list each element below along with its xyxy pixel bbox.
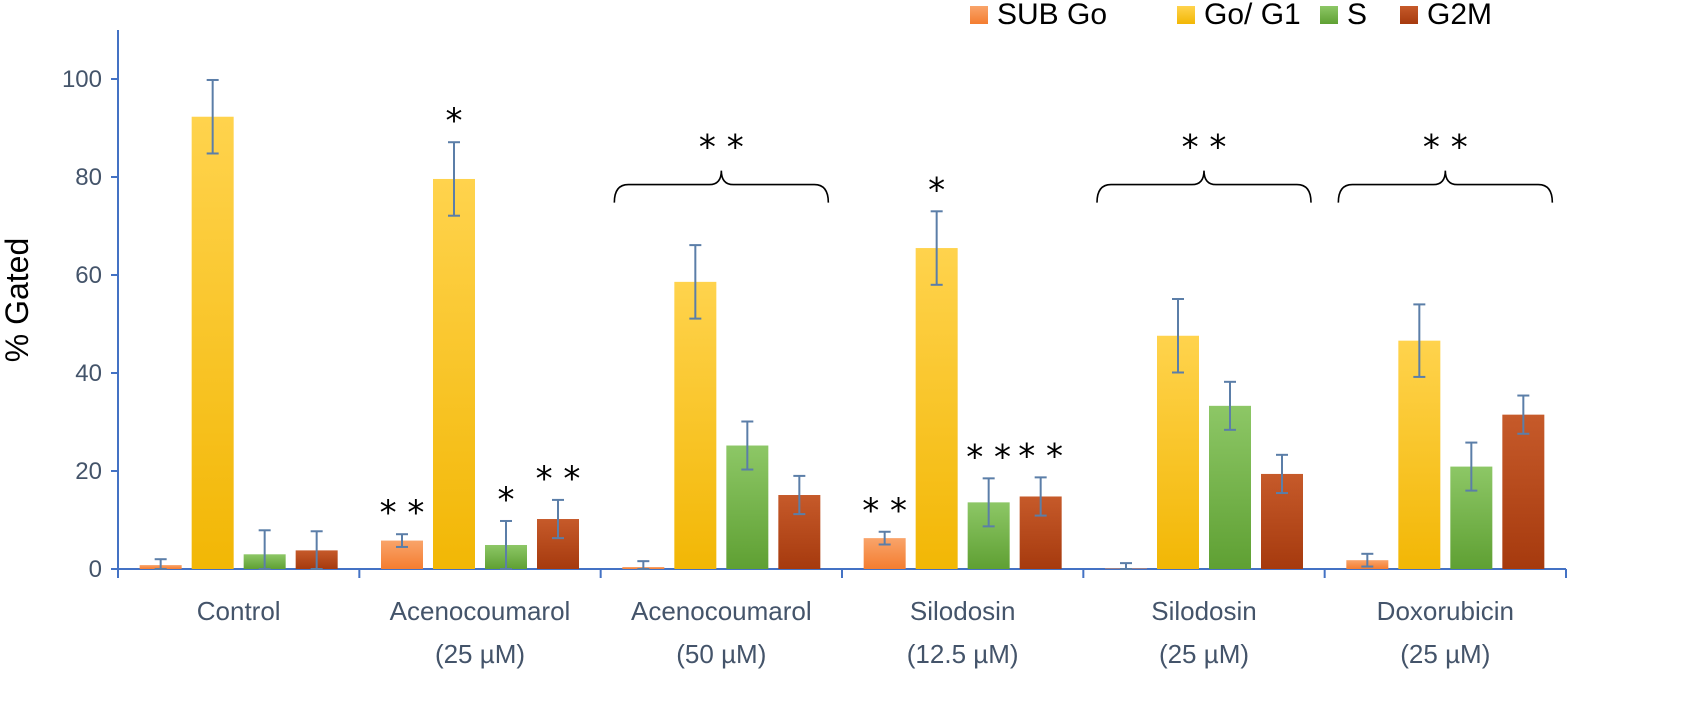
y-axis-label: % Gated [0, 238, 35, 363]
bracket-stars: * * [1182, 128, 1227, 168]
legend-swatch [1400, 6, 1418, 24]
significance-stars: * [446, 101, 463, 141]
bar-go-g1 [915, 248, 958, 570]
bar-g2m [1502, 414, 1545, 569]
category-sublabel: (12.5 µM) [907, 639, 1019, 669]
bar-s [1209, 405, 1251, 569]
significance-stars: * * [1018, 436, 1063, 476]
category-label: Doxorubicin [1377, 596, 1514, 626]
significance-stars: * * [862, 491, 907, 531]
category-label: Acenocoumarol [390, 596, 571, 626]
bracket-stars: * * [699, 128, 744, 168]
category-label: Silodosin [910, 596, 1016, 626]
category-sublabel: (50 µM) [676, 639, 766, 669]
bracket-stars: * * [1423, 128, 1468, 168]
y-tick-label: 60 [75, 262, 102, 289]
y-tick-label: 100 [62, 66, 102, 93]
legend-label: Go/ G1 [1204, 0, 1301, 31]
bar-go-g1 [674, 281, 717, 569]
legend-swatch [1177, 6, 1195, 24]
category-sublabel: (25 µM) [1400, 639, 1490, 669]
category-label: Control [197, 596, 281, 626]
significance-annotations: * **** ** *** * * ** * * * * * [380, 101, 1554, 533]
bracket [1337, 170, 1554, 203]
y-tick-label: 20 [75, 458, 102, 485]
y-axis: 0 20 40 60 80 100 [62, 30, 119, 583]
y-tick-label: 40 [75, 360, 102, 387]
bars [139, 116, 1545, 570]
bar-go-g1 [433, 178, 475, 569]
significance-stars: * [928, 170, 945, 210]
legend-label: S [1347, 0, 1367, 31]
legend-swatch [1320, 6, 1338, 24]
legend-label: SUB Go [997, 0, 1107, 31]
category-label: Acenocoumarol [631, 596, 812, 626]
bracket [613, 170, 830, 203]
significance-stars: * [498, 480, 515, 520]
category-label: Silodosin [1151, 596, 1257, 626]
bar-go-g1 [1157, 335, 1199, 569]
y-tick-label: 0 [89, 556, 102, 583]
y-tick-label: 80 [75, 164, 102, 191]
legend: SUB Go Go/ G1 S G2M [970, 0, 1492, 31]
significance-stars: * * [380, 493, 425, 533]
legend-swatch [970, 6, 988, 24]
significance-stars: * * [966, 437, 1011, 477]
category-sublabel: (25 µM) [435, 639, 525, 669]
bar-go-g1 [191, 116, 234, 569]
bar-go-g1 [1398, 340, 1441, 569]
significance-stars: * * [536, 459, 581, 499]
legend-label: G2M [1427, 0, 1492, 31]
category-sublabel: (25 µM) [1159, 639, 1249, 669]
error-bars [154, 78, 1530, 570]
bracket [1096, 170, 1312, 203]
x-axis: Control Acenocoumarol (25 µM) Acenocoumarol… [117, 568, 1567, 669]
